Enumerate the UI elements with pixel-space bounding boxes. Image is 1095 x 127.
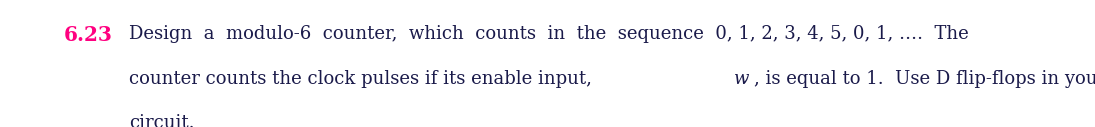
Text: 6.23: 6.23	[64, 25, 113, 45]
Text: w: w	[734, 70, 749, 88]
Text: , is equal to 1.  Use D flip‐flops in your: , is equal to 1. Use D flip‐flops in you…	[753, 70, 1095, 88]
Text: Design  a  modulo-6  counter,  which  counts  in  the  sequence  0, 1, 2, 3, 4, : Design a modulo-6 counter, which counts …	[129, 25, 969, 43]
Text: circuit.: circuit.	[129, 114, 195, 127]
Text: counter counts the clock pulses if its enable input,: counter counts the clock pulses if its e…	[129, 70, 598, 88]
